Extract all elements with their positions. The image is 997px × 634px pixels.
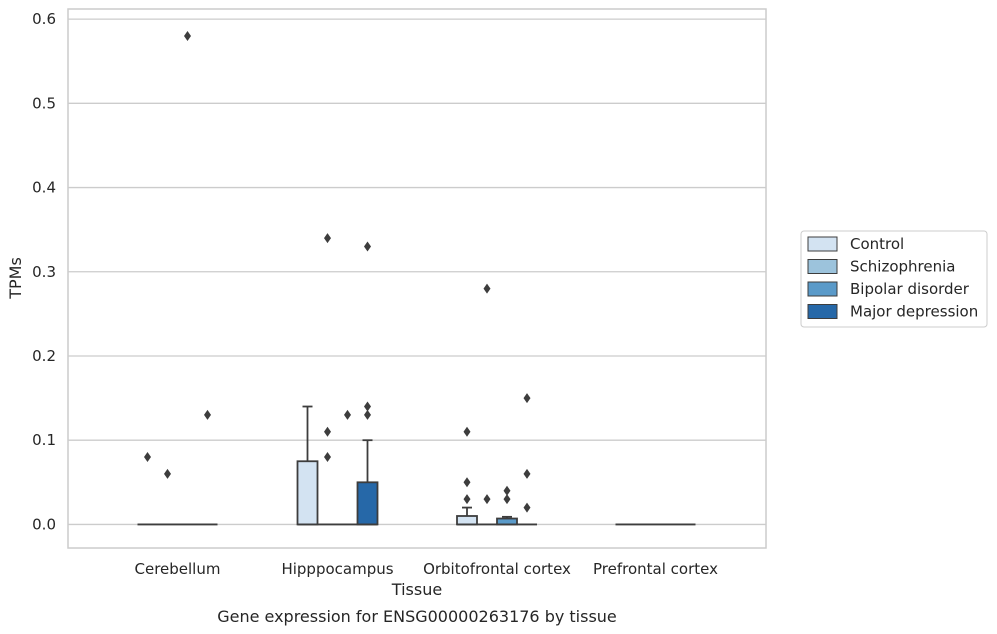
x-tick-label: Orbitofrontal cortex	[423, 560, 571, 578]
legend-swatch	[807, 304, 838, 319]
outlier-point	[364, 409, 371, 420]
x-tick-label: Cerebellum	[135, 560, 221, 578]
box-major-depression-hipppocampus	[356, 439, 379, 526]
box-body	[456, 515, 478, 526]
y-tick-label: 0.2	[32, 347, 56, 365]
outlier-point	[184, 30, 191, 41]
y-tick-labels: 0.0 0.1 0.2 0.3 0.4 0.5 0.6	[32, 10, 56, 533]
legend-frame	[800, 230, 988, 328]
chart-caption: Gene expression for ENSG00000263176 by t…	[217, 607, 617, 626]
y-axis-title: TPMs	[6, 257, 25, 300]
y-tick-label: 0.3	[32, 263, 56, 281]
box-control-hipppocampus	[296, 405, 319, 526]
box-control-orbitofrontal-cortex	[456, 506, 478, 526]
y-tick-label: 0.1	[32, 431, 56, 449]
outlier-point	[503, 485, 511, 496]
box-body	[296, 460, 319, 526]
outlier-point	[463, 426, 471, 437]
legend-label: Schizophrenia	[850, 258, 955, 276]
outlier-point	[344, 409, 351, 420]
box-body	[356, 481, 379, 526]
boxes	[137, 405, 696, 526]
outlier-point	[324, 233, 331, 244]
y-tick-label: 0.5	[32, 94, 56, 112]
outliers	[144, 30, 531, 513]
legend-label: Control	[850, 235, 904, 253]
outlier-point	[483, 283, 491, 294]
outlier-point	[364, 401, 371, 412]
outlier-point	[503, 494, 511, 505]
outlier-point	[483, 494, 491, 505]
outlier-point	[523, 502, 531, 513]
outlier-point	[204, 409, 211, 420]
y-tick-label: 0.4	[32, 179, 56, 197]
x-axis-title: Tissue	[391, 580, 442, 599]
x-tick-label: Hipppocampus	[281, 560, 393, 578]
legend-label: Major depression	[850, 303, 978, 321]
x-tick-label: Prefrontal cortex	[593, 560, 718, 578]
outlier-point	[463, 477, 471, 488]
legend-swatch	[807, 281, 838, 297]
outlier-point	[523, 393, 531, 404]
y-tick-label: 0.6	[32, 10, 56, 28]
outlier-point	[144, 452, 151, 463]
legend-swatch	[807, 236, 838, 252]
legend: Control Schizophrenia Bipolar disorder Majo…	[800, 230, 988, 328]
gridlines	[68, 18, 766, 526]
legend-label: Bipolar disorder	[850, 280, 970, 298]
outlier-point	[523, 468, 531, 479]
plot-frame	[67, 8, 767, 549]
x-tick-labels: Cerebellum Hipppocampus Orbitofrontal cort…	[135, 560, 719, 578]
legend-swatch	[807, 259, 838, 274]
outlier-point	[324, 426, 331, 437]
y-tick-label: 0.0	[32, 515, 56, 533]
outlier-point	[164, 468, 171, 479]
box-bipolar-disorder-orbitofrontal-cortex	[496, 515, 518, 526]
outlier-point	[324, 452, 331, 463]
outlier-point	[364, 241, 371, 252]
outlier-point	[463, 494, 471, 505]
